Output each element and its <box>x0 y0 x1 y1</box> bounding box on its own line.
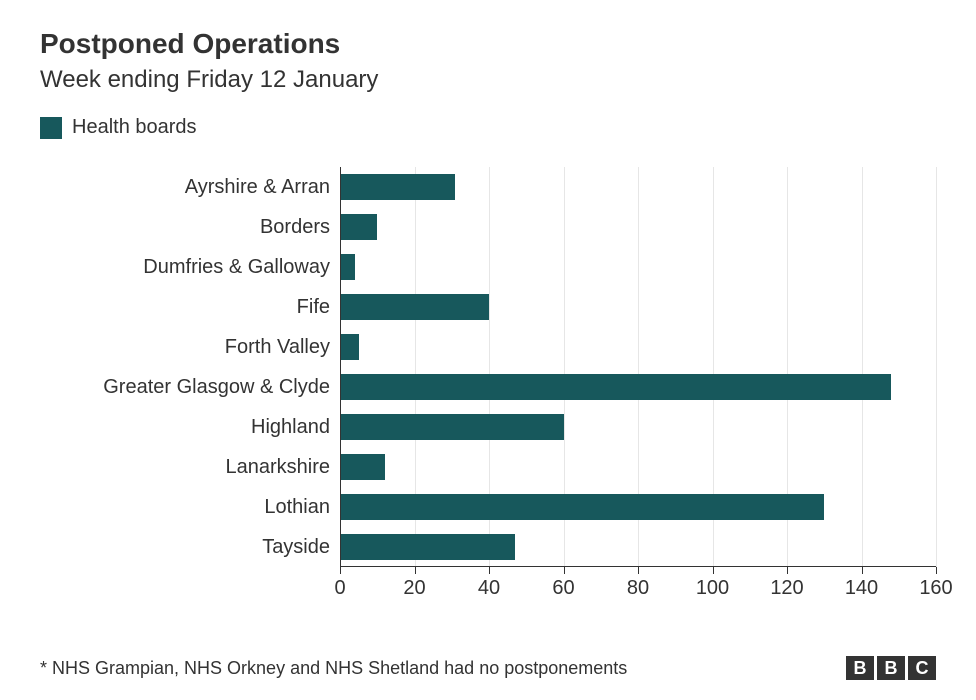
category-label: Borders <box>260 207 330 247</box>
bar-row <box>340 374 891 400</box>
x-tick-label: 80 <box>627 577 649 600</box>
x-tick-label: 120 <box>770 577 803 600</box>
bar-row <box>340 334 359 360</box>
x-tick-label: 100 <box>696 577 729 600</box>
category-label: Dumfries & Galloway <box>143 247 330 287</box>
x-tick-mark <box>787 567 788 574</box>
bar <box>340 454 385 480</box>
x-tick-label: 0 <box>334 577 345 600</box>
bar-row <box>340 494 824 520</box>
x-tick-label: 40 <box>478 577 500 600</box>
category-label: Ayrshire & Arran <box>185 167 330 207</box>
x-tick-mark <box>936 567 937 574</box>
x-ticks: 020406080100120140160 <box>340 567 936 607</box>
gridline <box>936 167 937 567</box>
bar-row <box>340 534 515 560</box>
bar-row <box>340 214 377 240</box>
chart-title: Postponed Operations <box>40 28 936 60</box>
bbc-logo-letter: B <box>846 656 874 680</box>
category-label: Forth Valley <box>225 327 330 367</box>
bar <box>340 374 891 400</box>
category-label: Highland <box>251 407 330 447</box>
category-label: Fife <box>297 287 330 327</box>
x-tick-mark <box>862 567 863 574</box>
bar-row <box>340 174 455 200</box>
plot-area: Ayrshire & ArranBordersDumfries & Gallow… <box>40 167 936 567</box>
x-tick-label: 20 <box>403 577 425 600</box>
bbc-logo-letter: B <box>877 656 905 680</box>
x-tick-mark <box>713 567 714 574</box>
bbc-logo-letter: C <box>908 656 936 680</box>
bbc-logo: B B C <box>846 656 936 680</box>
legend-swatch <box>40 117 62 139</box>
bars-zone: 020406080100120140160 <box>340 167 936 567</box>
footer-row: * NHS Grampian, NHS Orkney and NHS Shetl… <box>40 656 936 680</box>
x-tick-mark <box>340 567 341 574</box>
category-label: Lanarkshire <box>225 447 330 487</box>
x-tick-mark <box>564 567 565 574</box>
y-axis-labels: Ayrshire & ArranBordersDumfries & Gallow… <box>40 167 340 567</box>
bar-row <box>340 294 489 320</box>
x-tick-label: 140 <box>845 577 878 600</box>
bar <box>340 214 377 240</box>
x-tick-mark <box>415 567 416 574</box>
bar <box>340 254 355 280</box>
bar-row <box>340 454 385 480</box>
bar <box>340 494 824 520</box>
category-label: Tayside <box>262 527 330 567</box>
legend: Health boards <box>40 116 936 139</box>
y-axis-line <box>340 167 341 567</box>
bar <box>340 534 515 560</box>
category-label: Lothian <box>264 487 330 527</box>
legend-label: Health boards <box>72 116 197 139</box>
category-label: Greater Glasgow & Clyde <box>103 367 330 407</box>
bar-row <box>340 414 564 440</box>
footnote: * NHS Grampian, NHS Orkney and NHS Shetl… <box>40 658 627 679</box>
chart-container: Postponed Operations Week ending Friday … <box>0 0 976 700</box>
bar <box>340 294 489 320</box>
x-tick-mark <box>489 567 490 574</box>
bar <box>340 174 455 200</box>
bar <box>340 414 564 440</box>
x-tick-mark <box>638 567 639 574</box>
x-tick-label: 60 <box>552 577 574 600</box>
x-tick-label: 160 <box>919 577 952 600</box>
bar <box>340 334 359 360</box>
chart-subtitle: Week ending Friday 12 January <box>40 66 936 94</box>
gridline <box>862 167 863 567</box>
bar-row <box>340 254 355 280</box>
